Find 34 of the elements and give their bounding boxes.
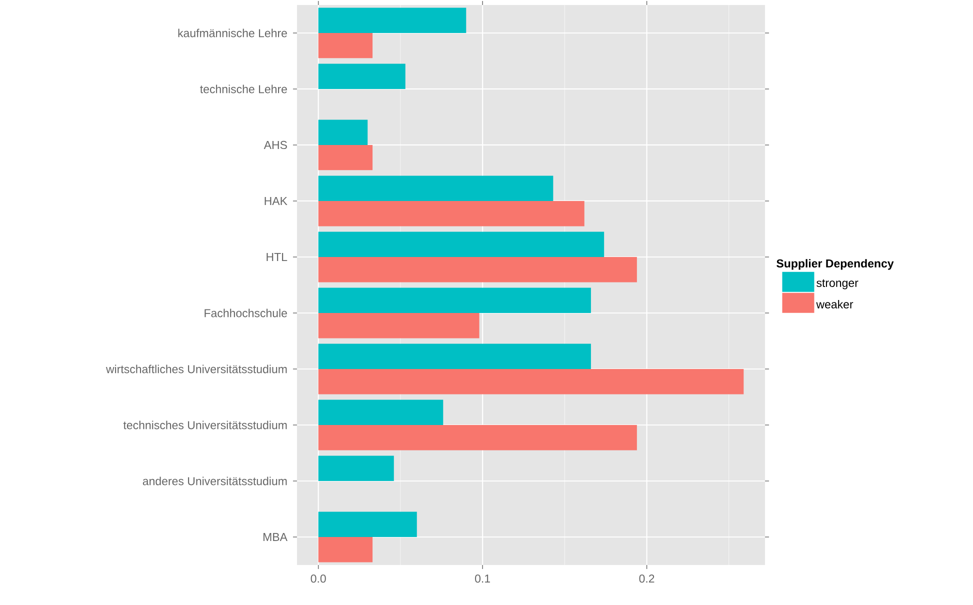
bar [318,232,604,257]
bar [318,456,394,481]
bar [318,200,584,226]
bar [318,144,373,170]
bar [318,288,591,313]
y-tick-label: technische Lehre [200,84,287,94]
bar [318,536,373,562]
x-tick-label: 0.2 [639,574,654,583]
y-tick-label: Fachhochschule [204,308,287,318]
legend-label: stronger [816,279,858,290]
y-tick-label: AHS [264,140,287,150]
bar [318,32,373,58]
bar [318,424,637,450]
y-tick-label: anderes Universitätsstudium [142,476,287,486]
y-tick-label: HTL [266,253,288,261]
y-tick-label: MBA [264,533,288,541]
bar [318,368,744,394]
y-tick-label: HAK [264,197,288,205]
bar [318,120,368,145]
bar [318,176,554,201]
legend-title: Supplier Dependency [776,259,894,270]
y-tick-label: wirtschaftliches Universitätsstudium [106,364,287,374]
bar [318,312,480,338]
y-tick-label: technisches Universitätsstudium [123,420,287,430]
bar [318,256,637,282]
bar [318,512,417,537]
x-tick-label: 0.0 [310,574,326,583]
bar [318,400,444,425]
bar [318,64,406,89]
bar [318,8,466,33]
legend-label: weaker [816,300,854,308]
x-tick-label: 0.1 [475,574,490,583]
bar [318,344,591,369]
y-tick-label: kaufmännische Lehre [178,28,287,38]
